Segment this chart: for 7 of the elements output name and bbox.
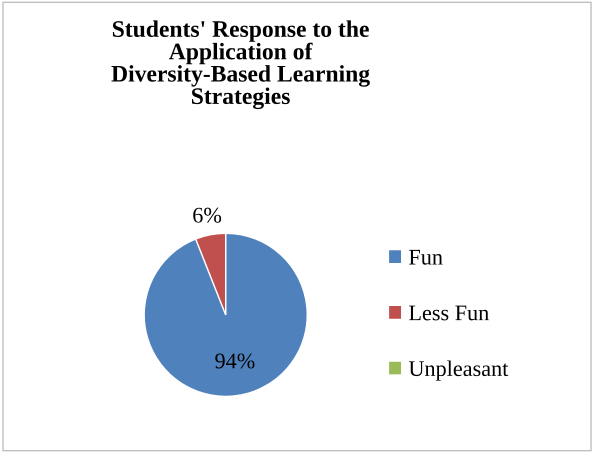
legend-label: Fun: [409, 250, 443, 265]
chart-title: Students' Response to the Application of Diversity-Based Learning Strategies: [111, 20, 370, 110]
data-label: 6%: [193, 208, 222, 223]
legend-label: Less Fun: [409, 306, 489, 320]
data-label: 94%: [215, 353, 254, 369]
pie-slice: [143, 232, 308, 398]
legend-label: Unpleasant: [408, 360, 508, 381]
